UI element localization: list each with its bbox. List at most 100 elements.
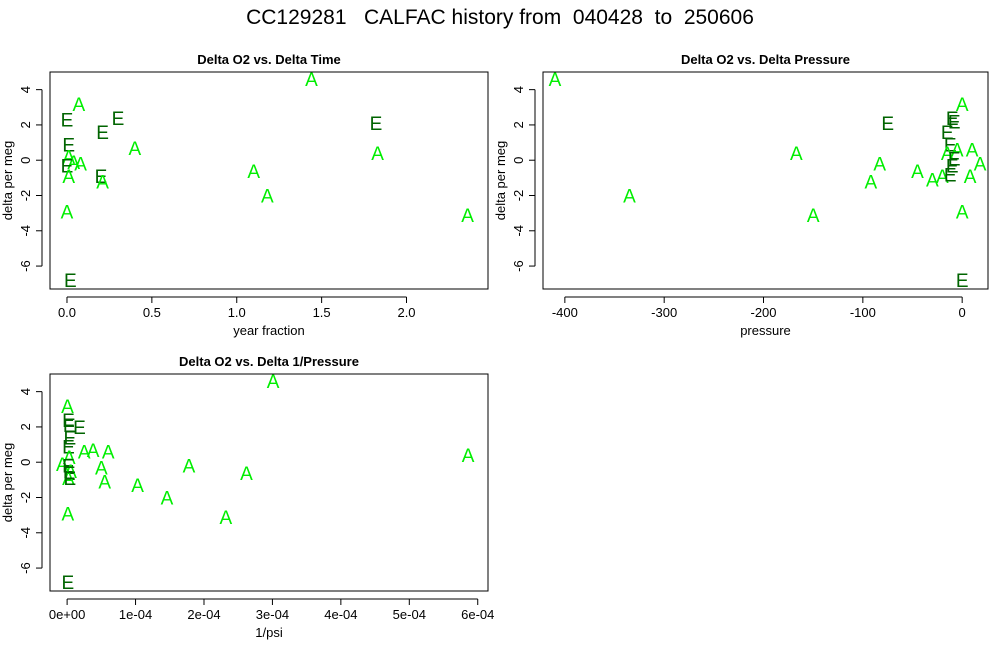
data-point-e: E [62,411,75,432]
y-tick-label: 4 [18,388,33,395]
y-tick-label: 4 [511,86,526,93]
page-title: CC129281 CALFAC history from 040428 to 2… [246,6,754,29]
data-point-a: A [371,144,384,165]
plot-title: Delta O2 vs. Delta Pressure [681,52,850,67]
data-point-a: A [74,155,87,176]
data-point-a: A [974,155,987,176]
x-tick-label: 5e-04 [393,607,426,622]
data-point-e: E [61,573,74,594]
y-tick-label: -2 [18,190,33,202]
y-axis-label: delta per meg [0,141,15,221]
data-point-e: E [63,416,76,437]
data-point-a: A [305,70,318,91]
data-point-e: E [946,157,959,178]
data-point-a: A [183,457,196,478]
plot-frame [542,71,989,290]
data-point-a: A [941,144,954,165]
data-point-e: E [61,111,74,132]
y-tick-label: -2 [18,492,33,504]
data-point-e: E [881,114,894,135]
data-point-a: A [73,95,86,116]
data-point-a: A [220,508,233,529]
data-point-a: A [790,144,803,165]
data-point-e: E [62,457,75,478]
data-point-a: A [240,464,253,485]
data-point-a: A [966,141,979,162]
x-tick-label: 0.0 [58,305,76,320]
x-axis-label: pressure [740,323,791,338]
data-point-a: A [62,148,75,169]
y-axis-label: delta per meg [0,443,15,523]
y-tick-label: 0 [18,459,33,466]
data-point-e: E [96,123,109,144]
data-point-a: A [623,186,636,207]
data-point-a: A [926,171,939,192]
x-tick-label: 1e-04 [119,607,152,622]
data-point-e: E [63,464,76,485]
data-point-a: A [267,372,280,393]
data-point-a: A [911,162,924,183]
data-point-e: E [948,112,961,133]
data-point-a: A [956,202,969,223]
data-point-a: A [63,448,76,469]
data-point-e: E [944,135,957,156]
data-point-e: E [370,114,383,135]
x-tick-label: 0e+00 [49,607,86,622]
data-point-e: E [112,109,125,130]
x-tick-label: 1.5 [313,305,331,320]
data-point-a: A [61,504,74,525]
data-point-a: A [129,139,142,160]
data-point-a: A [102,443,115,464]
data-point-e: E [64,429,77,450]
x-tick-label: -400 [552,305,578,320]
data-point-a: A [67,153,80,174]
data-point-e: E [73,418,86,439]
plot-frame [49,373,489,592]
data-point-a: A [62,167,75,188]
data-point-a: A [96,172,109,193]
panel-delta-pressure: Delta O2 vs. Delta Pressure-400 -300 -200-… [493,52,989,338]
x-axis-label: year fraction [233,323,305,338]
data-point-a: A [807,206,820,227]
data-point-a: A [936,167,949,188]
plot-title: Delta O2 vs. Delta 1/Pressure [179,354,359,369]
data-point-a: A [61,397,74,418]
data-point-e: E [62,437,75,458]
x-tick-label: 4e-04 [324,607,357,622]
data-point-e: E [95,167,108,188]
y-tick-label: 4 [18,86,33,93]
data-point-e: E [944,165,957,186]
data-point-a: A [87,441,100,462]
x-tick-label: 0.5 [143,305,161,320]
data-point-e: E [956,271,969,292]
y-tick-label: -4 [18,225,33,237]
x-tick-label: -200 [750,305,776,320]
data-point-a: A [98,473,111,494]
data-point-a: A [951,141,964,162]
panel-delta-inverse-pressure: Delta O2 vs. Delta 1/Pressure 0e+00 1e-04 2… [0,354,494,640]
y-tick-label: -6 [18,260,33,272]
y-tick-label: -2 [511,190,526,202]
y-tick-label: -6 [18,562,33,574]
data-point-e: E [946,109,959,130]
x-tick-label: 3e-04 [256,607,289,622]
x-tick-label: 2.0 [397,305,415,320]
y-tick-label: -4 [511,225,526,237]
x-tick-label: 1.0 [228,305,246,320]
data-point-e: E [61,157,74,178]
y-tick-label: 2 [18,121,33,128]
data-point-a: A [56,455,69,476]
data-point-e: E [62,135,75,156]
data-point-a: A [161,488,174,509]
data-point-a: A [95,459,108,480]
data-point-a: A [78,443,91,464]
data-point-a: A [956,95,969,116]
data-point-a: A [864,172,877,193]
data-point-a: A [64,462,77,483]
data-point-a: A [261,186,274,207]
y-tick-label: -4 [18,527,33,539]
x-tick-label: 6e-04 [461,607,494,622]
y-tick-label: -6 [511,260,526,272]
data-point-a: A [131,476,144,497]
